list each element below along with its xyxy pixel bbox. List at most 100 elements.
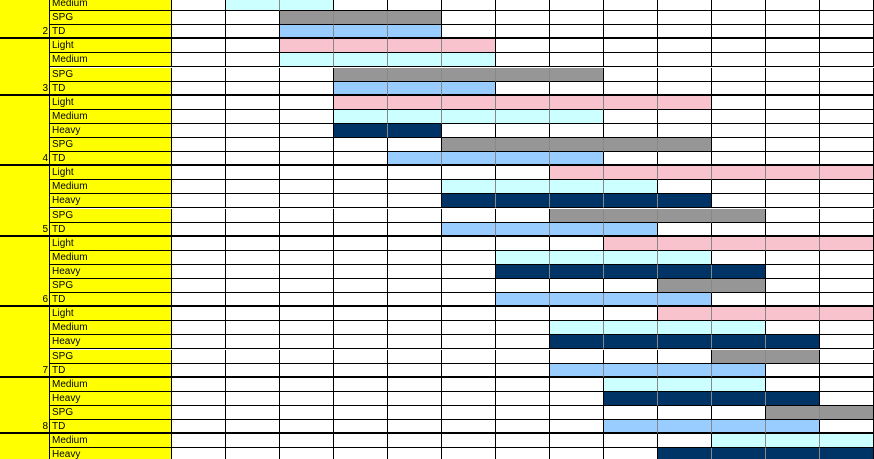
grid-cell — [334, 109, 388, 124]
grid-cell — [388, 67, 442, 82]
grid-cell — [226, 236, 280, 251]
grid-cell — [496, 222, 550, 237]
grid-cell — [550, 279, 604, 294]
grid-cell — [604, 53, 658, 68]
grid-cell — [658, 166, 712, 181]
grid-cell — [334, 194, 388, 209]
grid-cell — [388, 109, 442, 124]
grid-cell — [496, 349, 550, 364]
grid-cell — [388, 11, 442, 26]
grid-cell — [280, 349, 334, 364]
grid-cell — [820, 53, 874, 68]
grid-cell — [280, 264, 334, 279]
grid-cell — [550, 448, 604, 459]
grid-cell — [226, 222, 280, 237]
grid-cell — [334, 250, 388, 265]
row-label: Medium — [50, 0, 172, 12]
grid-cell — [604, 405, 658, 420]
grid-cell — [442, 307, 496, 322]
row-label: Medium — [50, 377, 172, 392]
grid-cell — [496, 67, 550, 82]
grid-cell — [226, 321, 280, 336]
grid-cell — [172, 208, 226, 223]
tier-cell — [0, 166, 50, 237]
grid-cell — [712, 293, 766, 308]
grid-cell — [712, 166, 766, 181]
grid-cell — [226, 166, 280, 181]
grid-cell — [388, 420, 442, 435]
grid-cell — [496, 53, 550, 68]
grid-cell — [766, 377, 820, 392]
grid-cell — [334, 208, 388, 223]
grid-cell — [550, 434, 604, 449]
grid-cell — [550, 293, 604, 308]
grid-cell — [388, 434, 442, 449]
grid-cell — [550, 363, 604, 378]
grid-cell — [388, 236, 442, 251]
grid-cell — [766, 11, 820, 26]
grid-cell — [604, 293, 658, 308]
grid-cell — [442, 279, 496, 294]
grid-cell — [172, 123, 226, 138]
tier-cell — [0, 434, 50, 459]
grid-cell — [496, 307, 550, 322]
grid-cell — [604, 166, 658, 181]
row-label: Light — [50, 166, 172, 181]
grid-cell — [766, 208, 820, 223]
grid-cell — [334, 264, 388, 279]
grid-cell — [604, 194, 658, 209]
grid-cell — [550, 0, 604, 12]
grid-cell — [550, 208, 604, 223]
tier-number: 3 — [42, 82, 48, 94]
grid-cell — [820, 180, 874, 195]
grid-cell — [712, 123, 766, 138]
grid-cell — [172, 25, 226, 40]
grid-cell — [550, 222, 604, 237]
grid-cell — [442, 349, 496, 364]
grid-cell — [604, 222, 658, 237]
grid-cell — [172, 321, 226, 336]
row-label: Light — [50, 236, 172, 251]
grid-cell — [604, 279, 658, 294]
grid-cell — [172, 81, 226, 96]
grid-cell — [712, 349, 766, 364]
grid-cell — [658, 420, 712, 435]
grid-cell — [766, 222, 820, 237]
grid-cell — [766, 434, 820, 449]
grid-cell — [280, 448, 334, 459]
row-label: Medium — [50, 180, 172, 195]
grid-cell — [496, 420, 550, 435]
grid-cell — [820, 405, 874, 420]
grid-cell — [766, 349, 820, 364]
grid-cell — [172, 250, 226, 265]
grid-cell — [820, 377, 874, 392]
grid-cell — [820, 222, 874, 237]
grid-cell — [604, 123, 658, 138]
grid-cell — [442, 0, 496, 12]
grid-cell — [226, 349, 280, 364]
grid-cell — [280, 180, 334, 195]
row-label: SPG — [50, 138, 172, 153]
grid-cell — [820, 264, 874, 279]
grid-cell — [766, 53, 820, 68]
grid-cell — [712, 405, 766, 420]
row-label: TD — [50, 293, 172, 308]
row-label: Light — [50, 39, 172, 54]
grid-cell — [550, 349, 604, 364]
grid-cell — [334, 434, 388, 449]
row-label: TD — [50, 152, 172, 167]
tier-cell — [0, 0, 50, 40]
grid-cell — [712, 39, 766, 54]
grid-cell — [766, 279, 820, 294]
grid-cell — [550, 67, 604, 82]
row-label: SPG — [50, 349, 172, 364]
grid-cell — [820, 420, 874, 435]
grid-cell — [334, 123, 388, 138]
row-label: Medium — [50, 53, 172, 68]
grid-cell — [820, 293, 874, 308]
grid-cell — [550, 109, 604, 124]
grid-cell — [226, 405, 280, 420]
grid-cell — [280, 152, 334, 167]
grid-cell — [658, 377, 712, 392]
grid-cell — [550, 377, 604, 392]
